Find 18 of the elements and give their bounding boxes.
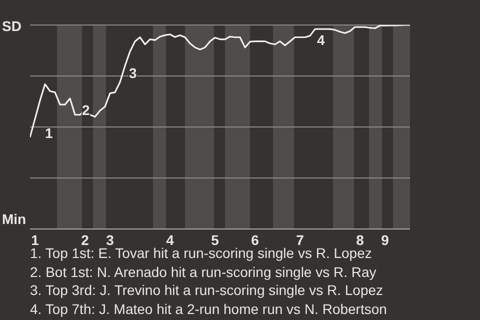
- x-tick-label: 1: [31, 232, 40, 248]
- text: 4. Top 7th: J. Mateo hit a 2-run home run vs N. Robertson: [30, 300, 387, 318]
- x-tick-label: 2: [81, 232, 90, 248]
- x-tick-label: 9: [381, 232, 390, 248]
- x-tick-label: 8: [356, 232, 364, 248]
- x-tick-label: 7: [296, 232, 304, 248]
- text: 2. Bot 1st: N. Arenado hit a run-scoring single vs R. Ray: [30, 262, 378, 282]
- x-tick-label: 3: [106, 232, 114, 248]
- annotation: 4: [317, 32, 325, 48]
- x-tick-label: 5: [211, 232, 220, 248]
- x-tick-label: 6: [251, 232, 260, 248]
- annotation: 1: [45, 125, 53, 141]
- annotation: 3: [129, 65, 137, 81]
- text: 3. Top 3rd: J. Trevino hit a run-scoring single vs R. Lopez: [30, 281, 384, 300]
- x-tick-label: 4: [166, 232, 174, 248]
- text: Min: [2, 211, 26, 227]
- text: 1. Top 1st: E. Tovar hit a run-scoring single vs R. Lopez: [30, 245, 372, 261]
- text: SD: [2, 18, 22, 34]
